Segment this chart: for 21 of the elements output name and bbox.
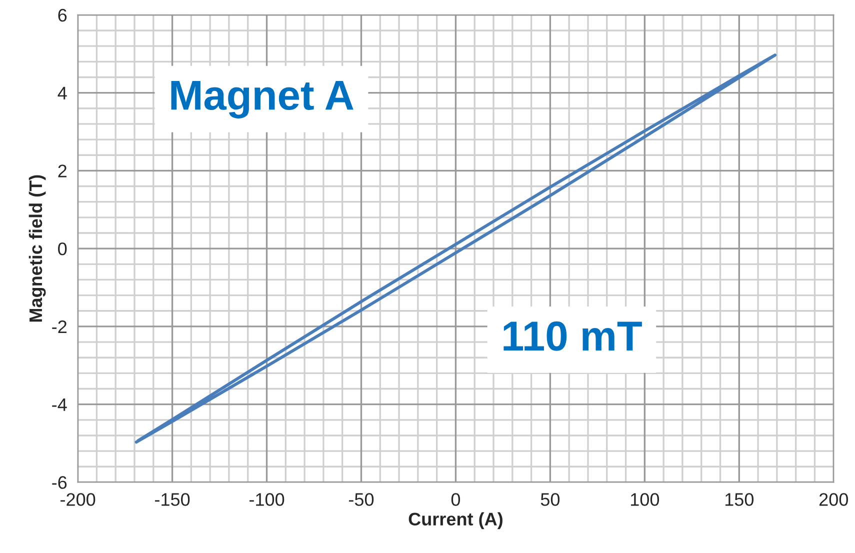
x-axis-title: Current (A) [408, 512, 502, 530]
x-tick-label: 150 [725, 493, 754, 506]
x-tick-label: -200 [60, 493, 96, 506]
x-tick-label: 50 [540, 493, 560, 506]
x-tick-label: -50 [348, 493, 374, 506]
x-tick-label: 200 [819, 493, 848, 506]
x-tick-label: -150 [155, 493, 190, 506]
y-tick-label: 0 [58, 242, 67, 256]
x-tick-label: -100 [249, 493, 284, 506]
y-tick-label: -2 [52, 320, 66, 333]
y-tick-label: -6 [52, 476, 67, 489]
y-tick-label: 2 [58, 164, 66, 178]
y-axis-title: Magnetic field (T) [28, 175, 46, 322]
y-tick-label: 4 [58, 86, 67, 100]
line-series [134, 54, 777, 444]
annotation: 110 mT [504, 321, 642, 351]
y-tick-label: -4 [52, 398, 67, 411]
x-tick-label: 100 [630, 493, 660, 506]
y-tick-label: 6 [58, 8, 67, 22]
x-tick-label: 0 [451, 493, 460, 506]
annotation: Magnet A [171, 80, 354, 118]
